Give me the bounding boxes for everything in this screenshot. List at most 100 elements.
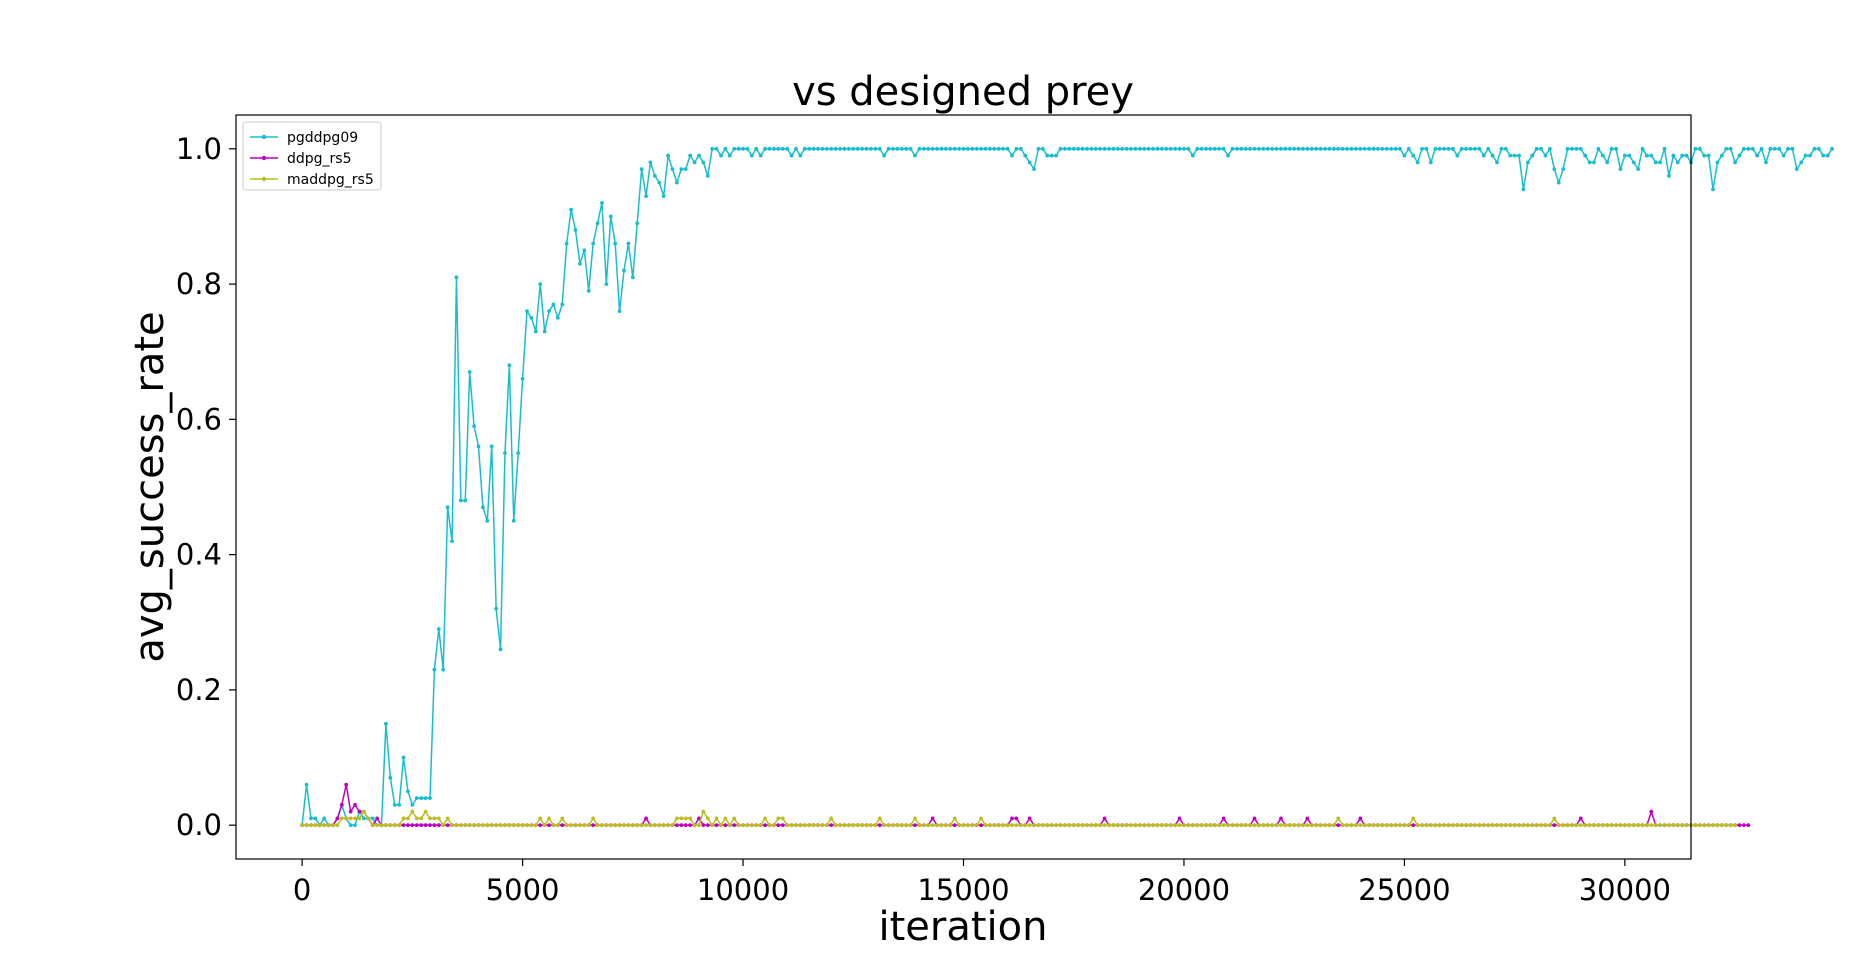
data-point bbox=[1605, 823, 1610, 828]
data-point bbox=[1336, 823, 1341, 828]
data-point bbox=[1428, 160, 1433, 165]
y-tick-label: 0.2 bbox=[176, 673, 222, 707]
data-point bbox=[392, 823, 397, 828]
data-point bbox=[939, 146, 944, 151]
data-point bbox=[899, 146, 904, 151]
data-point bbox=[406, 816, 410, 821]
data-point bbox=[842, 823, 847, 828]
data-point bbox=[1098, 823, 1103, 828]
data-point bbox=[1071, 823, 1076, 828]
data-point bbox=[1283, 146, 1288, 151]
data-point bbox=[1570, 146, 1574, 151]
data-point bbox=[485, 518, 490, 523]
data-point bbox=[816, 823, 820, 828]
data-point bbox=[1473, 146, 1477, 151]
data-point bbox=[1451, 823, 1455, 828]
data-point bbox=[432, 667, 437, 672]
data-point bbox=[1455, 823, 1460, 828]
data-point bbox=[1755, 153, 1760, 158]
data-point bbox=[1186, 823, 1191, 828]
data-point bbox=[1451, 146, 1455, 151]
data-point bbox=[1662, 146, 1667, 151]
data-point bbox=[732, 823, 737, 828]
data-point bbox=[952, 816, 957, 821]
y-tick-label: 0.0 bbox=[176, 808, 222, 842]
data-point bbox=[974, 823, 979, 828]
data-point bbox=[1446, 146, 1451, 151]
data-point bbox=[767, 146, 772, 151]
data-point bbox=[1583, 153, 1588, 158]
series-maddpg_rs5 bbox=[300, 809, 1737, 828]
data-point bbox=[1490, 823, 1495, 828]
legend-box bbox=[242, 121, 382, 191]
data-point bbox=[1362, 823, 1367, 828]
data-point bbox=[414, 796, 419, 801]
data-point bbox=[481, 823, 485, 828]
data-point bbox=[384, 823, 388, 828]
data-point bbox=[979, 146, 984, 151]
data-point bbox=[1503, 146, 1508, 151]
data-point bbox=[494, 823, 499, 828]
data-point bbox=[1287, 146, 1292, 151]
data-point bbox=[1265, 823, 1270, 828]
data-point bbox=[1702, 153, 1707, 158]
data-point bbox=[542, 823, 547, 828]
data-point bbox=[1777, 146, 1782, 151]
data-point bbox=[943, 146, 948, 151]
data-point bbox=[1565, 823, 1570, 828]
data-point bbox=[1548, 146, 1552, 151]
data-point bbox=[657, 180, 662, 185]
data-point bbox=[1336, 146, 1341, 151]
data-point bbox=[1380, 146, 1385, 151]
data-point bbox=[719, 823, 723, 828]
data-point bbox=[1137, 823, 1142, 828]
data-point bbox=[1018, 146, 1023, 151]
data-point bbox=[1411, 816, 1416, 821]
data-point bbox=[560, 823, 565, 828]
data-point bbox=[1468, 823, 1473, 828]
data-point bbox=[1631, 160, 1636, 165]
data-point bbox=[1490, 153, 1495, 158]
data-point bbox=[582, 248, 587, 253]
data-point bbox=[450, 823, 454, 828]
data-point bbox=[1279, 146, 1283, 151]
data-point bbox=[445, 816, 450, 821]
data-point bbox=[1115, 823, 1120, 828]
data-point bbox=[1054, 823, 1058, 828]
data-point bbox=[1719, 153, 1724, 158]
data-point bbox=[1067, 146, 1072, 151]
data-point bbox=[1384, 823, 1389, 828]
data-point bbox=[1349, 823, 1354, 828]
data-point bbox=[1164, 823, 1169, 828]
data-point bbox=[419, 796, 424, 801]
data-point bbox=[578, 261, 582, 266]
data-point bbox=[542, 329, 547, 334]
data-point bbox=[366, 816, 371, 821]
data-point bbox=[763, 146, 767, 151]
data-point bbox=[1384, 146, 1389, 151]
data-point bbox=[1261, 823, 1266, 828]
data-point bbox=[1076, 823, 1081, 828]
data-point bbox=[1508, 823, 1513, 828]
data-point bbox=[1142, 823, 1147, 828]
data-point bbox=[1296, 823, 1301, 828]
data-point bbox=[1495, 823, 1499, 828]
data-point bbox=[1279, 816, 1283, 821]
data-point bbox=[1151, 146, 1155, 151]
data-point bbox=[489, 823, 494, 828]
data-point bbox=[1243, 823, 1248, 828]
x-tick-label: 30000 bbox=[1579, 873, 1671, 907]
data-point bbox=[1464, 823, 1469, 828]
data-point bbox=[1080, 146, 1085, 151]
data-point bbox=[1556, 823, 1561, 828]
data-point bbox=[608, 214, 613, 219]
data-point bbox=[983, 823, 988, 828]
data-point bbox=[309, 823, 313, 828]
data-point bbox=[917, 823, 922, 828]
data-point bbox=[1552, 167, 1557, 172]
data-point bbox=[957, 146, 961, 151]
data-point bbox=[1402, 823, 1407, 828]
data-point bbox=[798, 153, 803, 158]
data-point bbox=[767, 823, 772, 828]
